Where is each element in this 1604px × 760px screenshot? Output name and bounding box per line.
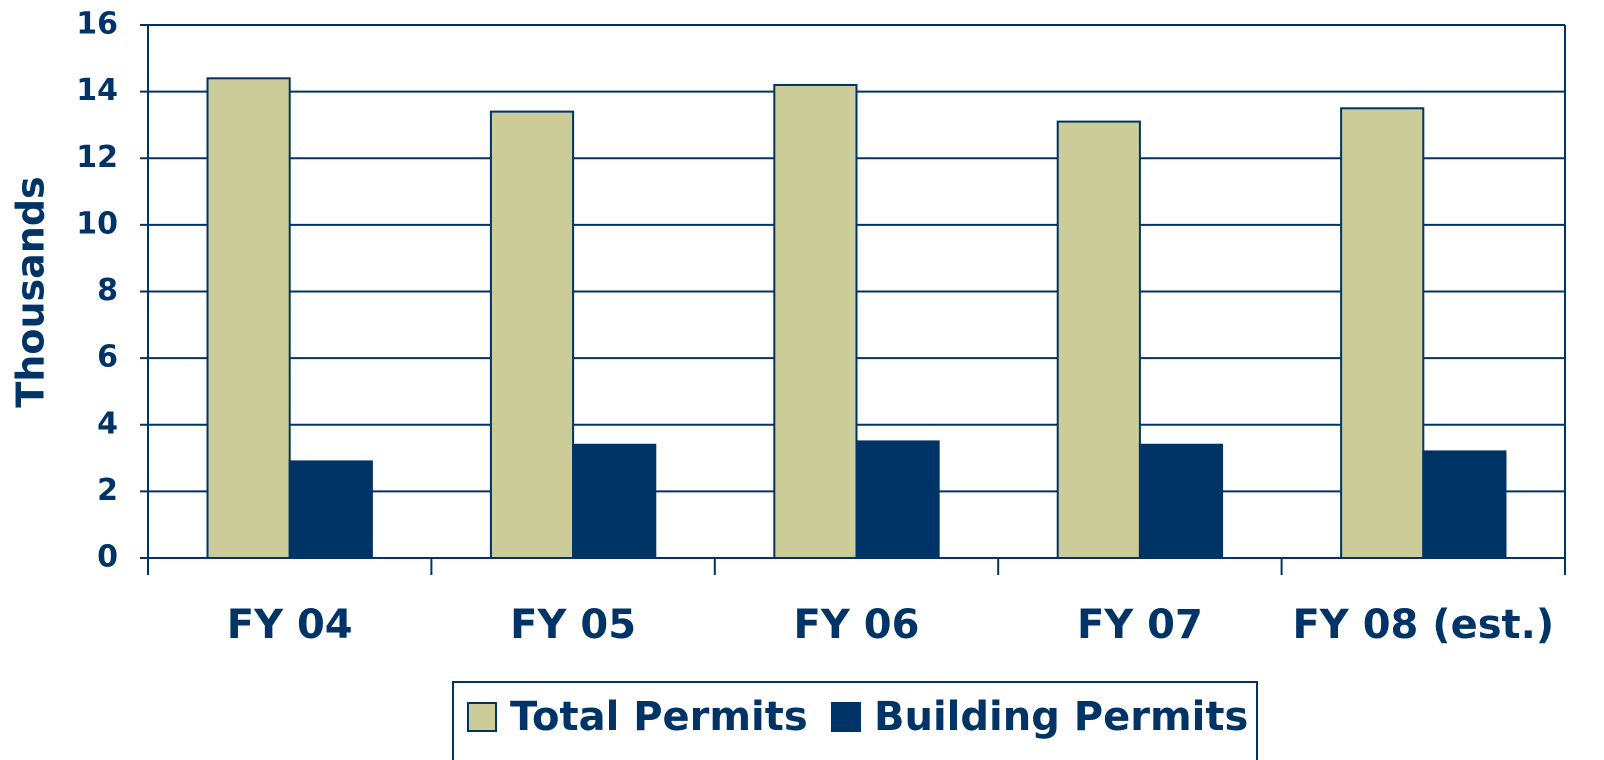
legend-label: Total Permits	[510, 694, 808, 740]
bar	[1422, 450, 1507, 559]
bar	[855, 440, 940, 559]
bar	[1138, 443, 1224, 559]
y-axis-label: Thousands	[9, 176, 53, 407]
x-tick-label: FY 07	[1077, 602, 1203, 648]
y-tick-label: 14	[76, 73, 118, 108]
legend-label: Building Permits	[874, 694, 1248, 740]
y-tick-label: 4	[97, 406, 118, 441]
bar	[489, 110, 575, 560]
legend-swatch	[467, 702, 497, 732]
y-tick-label: 10	[76, 206, 118, 241]
x-tick-label: FY 06	[794, 602, 920, 648]
x-tick-label: FY 04	[227, 602, 353, 648]
bar	[1340, 107, 1425, 559]
bar	[1056, 120, 1141, 559]
bar	[773, 83, 858, 560]
bar	[572, 443, 657, 559]
y-tick-label: 16	[76, 7, 118, 42]
legend-swatch	[831, 702, 861, 732]
bar	[206, 77, 291, 560]
x-tick-label: FY 08 (est.)	[1292, 602, 1554, 648]
y-tick-label: 2	[97, 473, 118, 508]
y-tick-label: 6	[97, 340, 118, 375]
y-tick-label: 0	[97, 540, 118, 575]
y-tick-label: 8	[97, 273, 118, 308]
y-tick-label: 12	[76, 140, 118, 175]
x-tick-label: FY 05	[510, 602, 636, 648]
bar	[288, 460, 373, 559]
